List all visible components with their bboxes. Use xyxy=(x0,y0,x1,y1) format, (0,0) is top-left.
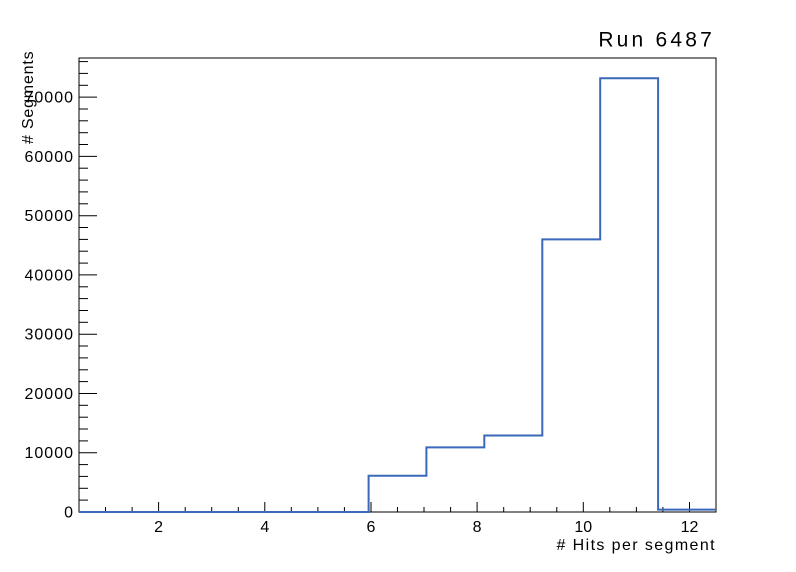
y-tick-label: 10000 xyxy=(25,445,75,462)
y-tick-label: 40000 xyxy=(25,267,75,284)
x-tick-label: 6 xyxy=(367,519,376,536)
y-tick-label: 70000 xyxy=(25,90,75,107)
x-axis-title: # Hits per segment xyxy=(557,537,716,554)
x-tick-label: 10 xyxy=(574,519,592,536)
y-tick-label: 20000 xyxy=(25,386,75,403)
y-tick-label: 60000 xyxy=(25,149,75,166)
y-tick-label: 30000 xyxy=(25,327,75,344)
y-axis-major-ticks xyxy=(79,96,97,513)
x-tick-label: 8 xyxy=(473,519,482,536)
plot-title: Run 6487 xyxy=(598,29,715,52)
x-tick-label: 4 xyxy=(260,519,269,536)
y-axis-title: # Segments xyxy=(20,51,37,144)
histogram-line xyxy=(79,77,716,513)
x-tick-label: 12 xyxy=(681,519,699,536)
y-axis-minor-ticks xyxy=(79,61,88,501)
y-tick-label: 50000 xyxy=(25,208,75,225)
y-axis-tick-labels: 0 10000 20000 30000 40000 50000 60000 70000 xyxy=(25,90,75,522)
x-axis-tick-labels: 2 4 6 8 10 12 xyxy=(154,519,698,536)
plot-frame xyxy=(78,57,717,513)
x-tick-label: 2 xyxy=(154,519,163,536)
y-tick-label: 0 xyxy=(64,505,74,522)
